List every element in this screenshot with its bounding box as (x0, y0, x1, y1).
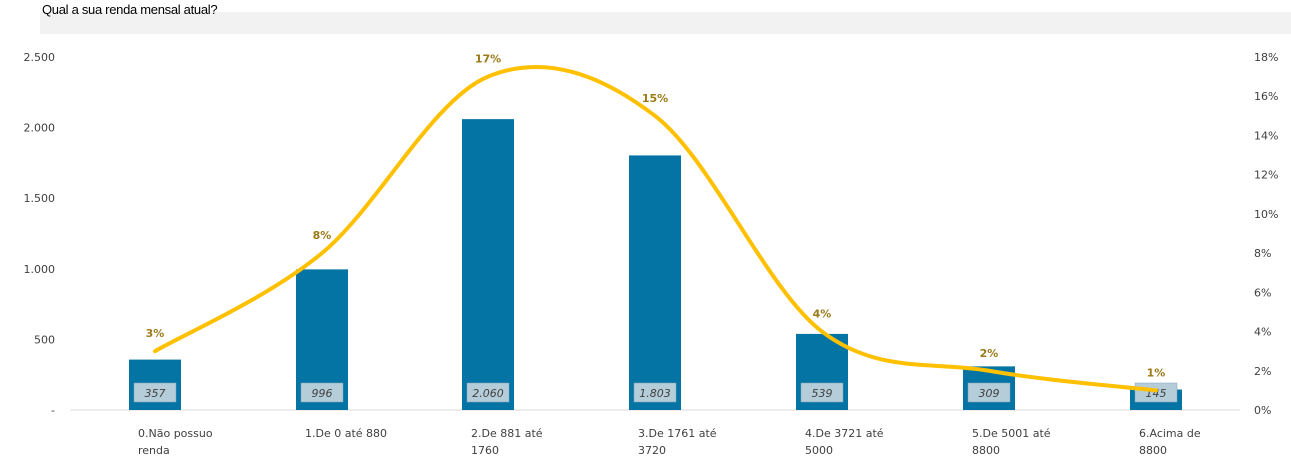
y-right-tick-label: 4% (1254, 326, 1271, 339)
bar-value-label: 996 (312, 387, 333, 400)
percentage-label: 3% (146, 327, 165, 340)
percentage-label: 17% (475, 53, 501, 66)
y-left-tick-label: 500 (34, 333, 55, 346)
percentage-label: 2% (980, 347, 999, 360)
percentage-label: 8% (313, 229, 332, 242)
y-right-tick-label: 14% (1254, 129, 1278, 142)
y-right-tick-label: 12% (1254, 169, 1278, 182)
category-label: 6.Acima de 8800 (1139, 427, 1201, 457)
bar-value-box (800, 382, 844, 403)
bar-value-label: 539 (812, 387, 833, 400)
bar (462, 119, 514, 411)
percentage-label: 4% (813, 308, 832, 321)
category-label: 2.De 881 até 1760 (471, 427, 543, 457)
y-right-tick-label: 16% (1254, 90, 1278, 103)
percentage-line (153, 64, 1158, 393)
bar-value-box (133, 382, 177, 403)
y-right-tick-label: 8% (1254, 247, 1271, 260)
y-left-tick-label: 2.500 (24, 51, 56, 64)
category-label: 1.De 0 até 880 (305, 427, 387, 440)
category-label: 3.De 1761 até 3720 (638, 427, 717, 457)
y-right-tick-label: 0% (1254, 404, 1271, 417)
category-label: 4.De 3721 até 5000 (805, 427, 884, 457)
category-label: 0.Não possuo renda (138, 427, 213, 457)
y-left-tick-label: - (51, 404, 55, 417)
bar-value-label: 309 (979, 387, 1000, 400)
bar-value-label: 1.803 (639, 387, 671, 400)
percentage-label: 15% (642, 92, 668, 105)
category-label: 5.De 5001 até 8800 (972, 427, 1051, 457)
y-left-tick-label: 1.000 (24, 263, 56, 276)
bar-value-box (466, 382, 510, 403)
bar-value-label: 357 (145, 387, 166, 400)
bar (629, 155, 681, 410)
percentage-label: 1% (1147, 366, 1166, 379)
y-left-tick-label: 1.500 (24, 192, 56, 205)
y-left-tick-label: 2.000 (24, 122, 56, 135)
y-right-tick-label: 2% (1254, 365, 1271, 378)
y-right-tick-label: 18% (1254, 51, 1278, 64)
bar-value-box (967, 382, 1011, 403)
y-right-tick-label: 10% (1254, 208, 1278, 221)
chart-title: Qual a sua renda mensal atual? (42, 2, 218, 17)
bar-value-box (633, 382, 677, 403)
y-right-tick-label: 6% (1254, 286, 1271, 299)
bar-value-label: 2.060 (472, 387, 504, 400)
chart-title-bar (40, 12, 1291, 34)
bar-value-box (300, 382, 344, 403)
